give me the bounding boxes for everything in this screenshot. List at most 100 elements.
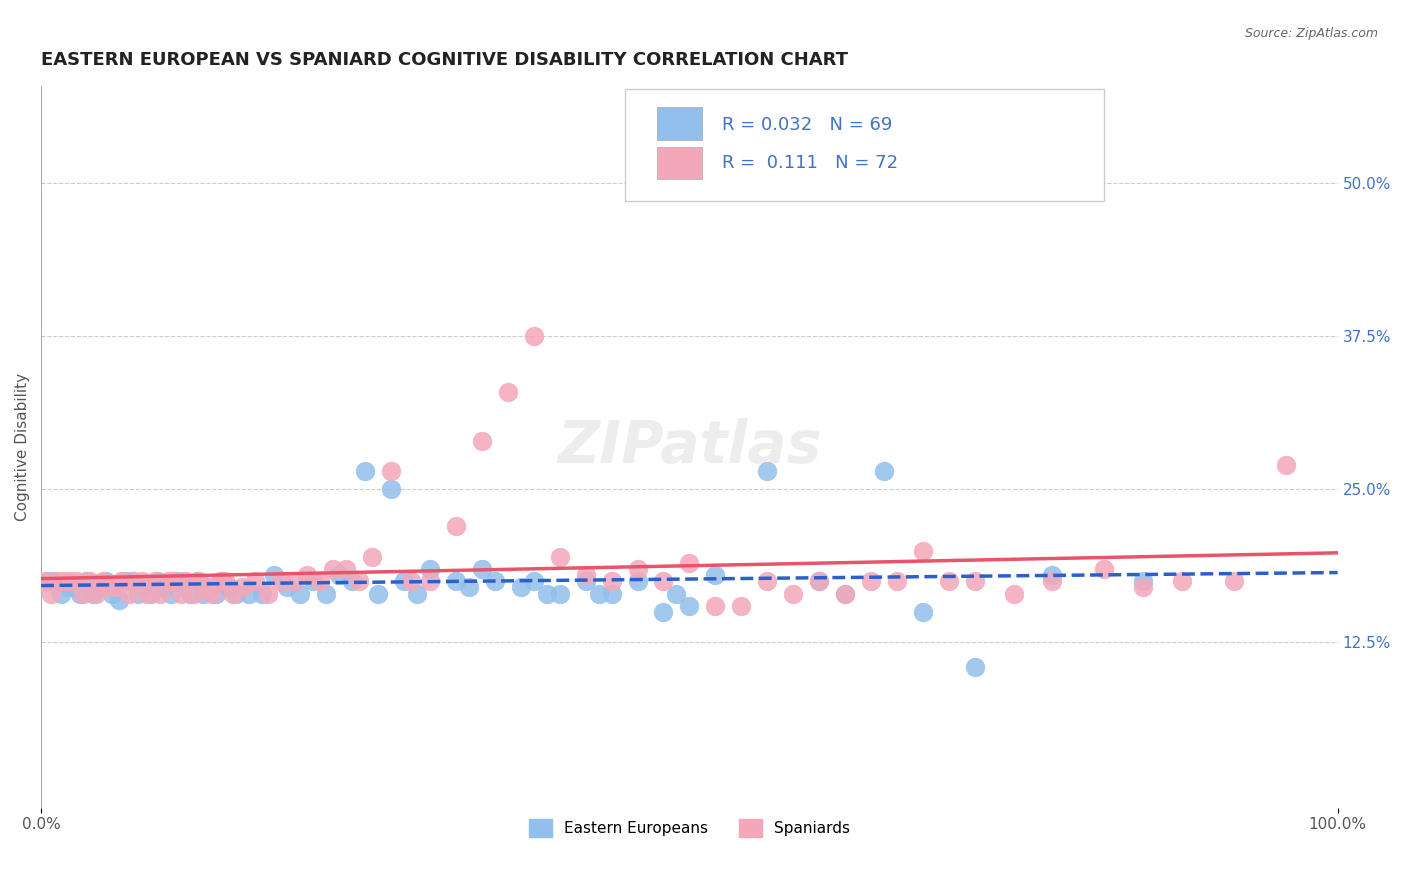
Point [157, 574, 180, 589]
Point [380, 483, 402, 497]
Point [127, 586, 149, 600]
Point [859, 574, 882, 589]
Point [678, 556, 700, 570]
Point [250, 586, 273, 600]
Point [704, 599, 727, 613]
Point [149, 586, 172, 600]
Point [143, 574, 166, 589]
Point [406, 586, 429, 600]
Point [183, 586, 205, 600]
Point [231, 581, 253, 595]
Point [834, 586, 856, 600]
Point [218, 581, 240, 595]
Point [626, 574, 648, 589]
Point [1042, 574, 1064, 589]
Point [208, 574, 231, 589]
Point [110, 574, 132, 589]
Point [136, 586, 159, 600]
Point [652, 605, 675, 619]
FancyBboxPatch shape [657, 147, 703, 179]
Point [342, 574, 364, 589]
Point [782, 586, 804, 600]
Point [66, 574, 89, 589]
Point [963, 574, 986, 589]
Point [392, 574, 415, 589]
Point [322, 562, 344, 576]
FancyBboxPatch shape [657, 107, 703, 140]
Point [222, 586, 245, 600]
Text: ZIPatlas: ZIPatlas [557, 418, 821, 475]
Point [290, 586, 312, 600]
Point [263, 568, 285, 582]
Point [1002, 586, 1025, 600]
Point [1092, 562, 1115, 576]
Point [283, 574, 305, 589]
Point [76, 574, 98, 589]
Point [270, 574, 292, 589]
Text: Source: ZipAtlas.com: Source: ZipAtlas.com [1244, 27, 1378, 40]
Point [188, 574, 211, 589]
Point [72, 586, 94, 600]
Point [444, 574, 467, 589]
Point [575, 574, 598, 589]
Point [114, 574, 136, 589]
Point [360, 549, 382, 564]
Point [153, 581, 176, 595]
Text: EASTERN EUROPEAN VS SPANIARD COGNITIVE DISABILITY CORRELATION CHART: EASTERN EUROPEAN VS SPANIARD COGNITIVE D… [41, 51, 848, 69]
Point [678, 599, 700, 613]
Point [1171, 574, 1194, 589]
Point [963, 660, 986, 674]
Point [295, 568, 318, 582]
Point [176, 574, 198, 589]
Point [575, 568, 598, 582]
Point [82, 586, 104, 600]
FancyBboxPatch shape [624, 89, 1104, 201]
Point [1132, 574, 1154, 589]
Point [53, 574, 76, 589]
Point [195, 581, 218, 595]
Point [756, 464, 779, 478]
Point [471, 434, 494, 448]
Point [225, 586, 247, 600]
Point [97, 581, 120, 595]
Point [101, 586, 124, 600]
Point [118, 586, 141, 600]
Point [131, 574, 153, 589]
Point [756, 574, 779, 589]
Point [548, 586, 571, 600]
Point [523, 574, 546, 589]
Point [179, 586, 201, 600]
Point [124, 574, 146, 589]
Point [84, 586, 107, 600]
Point [328, 568, 350, 582]
Point [62, 581, 84, 595]
Point [105, 581, 128, 595]
Point [37, 574, 59, 589]
Point [399, 574, 422, 589]
Point [730, 599, 752, 613]
Point [458, 581, 481, 595]
Point [509, 581, 531, 595]
Point [315, 586, 337, 600]
Point [69, 586, 91, 600]
Point [141, 586, 163, 600]
Point [873, 464, 896, 478]
Point [588, 586, 610, 600]
Point [302, 574, 325, 589]
Point [211, 574, 233, 589]
Legend: Eastern Europeans, Spaniards: Eastern Europeans, Spaniards [523, 813, 856, 844]
Point [600, 574, 623, 589]
Point [79, 574, 101, 589]
Point [600, 586, 623, 600]
Point [201, 586, 224, 600]
Point [1132, 581, 1154, 595]
Point [444, 519, 467, 533]
Point [45, 574, 67, 589]
Point [238, 586, 260, 600]
Point [626, 562, 648, 576]
Point [198, 581, 221, 595]
Point [56, 581, 79, 595]
Point [419, 562, 441, 576]
Point [34, 574, 56, 589]
Point [347, 574, 370, 589]
